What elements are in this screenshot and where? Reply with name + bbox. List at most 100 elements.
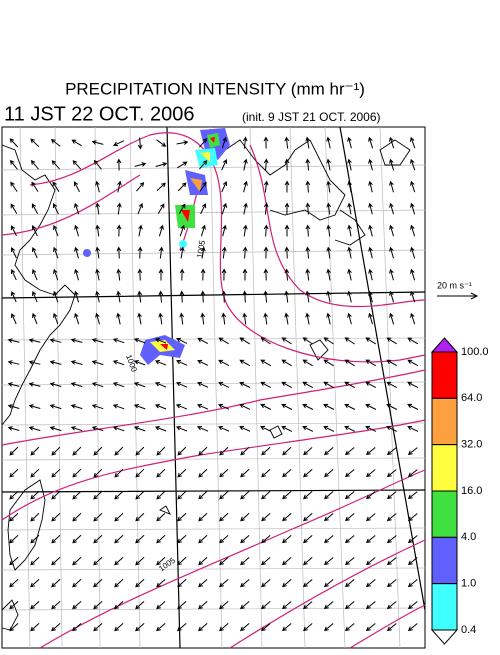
wind-arrow — [112, 382, 125, 388]
wind-arrow — [28, 338, 41, 343]
wind-arrow — [303, 557, 313, 566]
wind-arrow — [365, 601, 376, 610]
wind-arrow — [347, 136, 352, 149]
precipitation — [83, 128, 230, 365]
wind-arrow — [261, 601, 271, 610]
wind-arrow — [263, 202, 269, 215]
wind-arrow — [179, 224, 185, 237]
wind-arrow — [154, 382, 167, 388]
wind-arrow — [239, 381, 251, 388]
wind-arrow — [177, 490, 187, 500]
wind-arrow — [32, 312, 38, 325]
wind-arrow — [261, 579, 271, 588]
wind-arrow — [240, 468, 250, 478]
wind-arrow — [198, 534, 208, 544]
wind-arrow — [347, 268, 352, 281]
wind-arrow — [72, 490, 82, 500]
wind-arrow — [200, 268, 206, 281]
wind-arrow — [197, 381, 209, 388]
wind-arrow — [179, 268, 185, 281]
wind-arrow — [368, 202, 373, 215]
wind-arrow — [303, 579, 313, 588]
colorbar-segment — [431, 351, 458, 399]
wind-arrow — [345, 623, 355, 632]
wind-arrow — [198, 446, 208, 456]
wind-arrow — [221, 246, 227, 259]
wind-arrow — [302, 403, 314, 410]
wind-arrow — [386, 469, 397, 478]
wind-arrow — [323, 359, 334, 367]
wind-arrow — [51, 512, 61, 522]
colorbar-label: 64.0 — [461, 392, 482, 404]
wind-arrow — [114, 601, 124, 610]
wind-arrow — [303, 623, 313, 632]
wind-arrow — [305, 312, 310, 325]
wind-arrow — [74, 290, 80, 303]
wind-arrow — [177, 161, 188, 169]
wind-arrow — [260, 359, 272, 367]
wind-arrow — [261, 490, 271, 500]
wind-arrow — [156, 579, 166, 588]
wind-arrow — [93, 623, 103, 632]
wind-arrow — [200, 290, 206, 303]
wind-arrow — [154, 338, 167, 344]
wind-arrow — [137, 312, 142, 325]
wind-arrow — [324, 447, 334, 456]
coastlines — [1, 139, 411, 631]
wind-arrow — [157, 203, 165, 215]
wind-arrow — [368, 312, 373, 325]
wind-arrow — [200, 203, 207, 215]
wind-arrow — [407, 601, 418, 610]
wind-arrow — [9, 159, 18, 170]
wind-arrow — [156, 512, 166, 522]
wind-arrow — [73, 181, 80, 193]
wind-arrow — [72, 512, 82, 522]
wind-arrow — [386, 601, 397, 610]
wind-arrow — [366, 557, 376, 566]
wind-arrow — [70, 382, 83, 388]
wind-arrow — [10, 247, 17, 259]
wind-arrow — [282, 557, 292, 566]
wind-arrow — [156, 139, 167, 147]
wind-arrow — [407, 337, 419, 345]
wind-arrow — [344, 403, 356, 410]
wind-arrow — [158, 268, 164, 281]
wind-arrow — [116, 246, 122, 259]
wind-arrow — [219, 623, 229, 632]
wind-arrow — [198, 490, 208, 500]
wind-arrow — [243, 158, 248, 171]
wind-arrow — [30, 490, 40, 500]
wind-arrow — [70, 404, 83, 410]
wind-arrow — [176, 140, 189, 145]
wind-arrow — [196, 426, 209, 432]
wind-arrow — [177, 512, 187, 522]
wind-arrow — [326, 312, 331, 325]
wind-arrow — [386, 535, 397, 544]
wind-arrow — [70, 338, 83, 343]
wind-arrow — [410, 268, 416, 281]
wind-arrow — [177, 446, 187, 456]
wind-arrow — [135, 490, 145, 500]
wind-arrow — [326, 202, 332, 215]
wind-arrow — [345, 601, 355, 610]
wind-arrow — [407, 469, 418, 478]
wind-arrow — [347, 180, 352, 193]
wind-arrow — [410, 224, 416, 237]
wind-arrow — [49, 382, 62, 387]
wind-arrow — [49, 404, 62, 410]
wind-arrow — [93, 468, 103, 478]
wind-arrow — [72, 556, 82, 566]
wind-arrow — [365, 623, 376, 632]
wind-arrow — [410, 202, 416, 215]
wind-arrow — [410, 158, 416, 171]
wind-arrow — [176, 381, 188, 388]
wind-arrow — [263, 158, 269, 171]
wind-arrow — [407, 359, 419, 367]
wind-arrow — [28, 404, 41, 409]
wind-arrow — [156, 601, 166, 610]
wind-arrow — [91, 426, 104, 432]
wind-arrow — [91, 404, 104, 410]
wind-arrow — [303, 447, 313, 456]
wind-arrow — [7, 404, 20, 409]
wind-arrow — [218, 403, 230, 410]
